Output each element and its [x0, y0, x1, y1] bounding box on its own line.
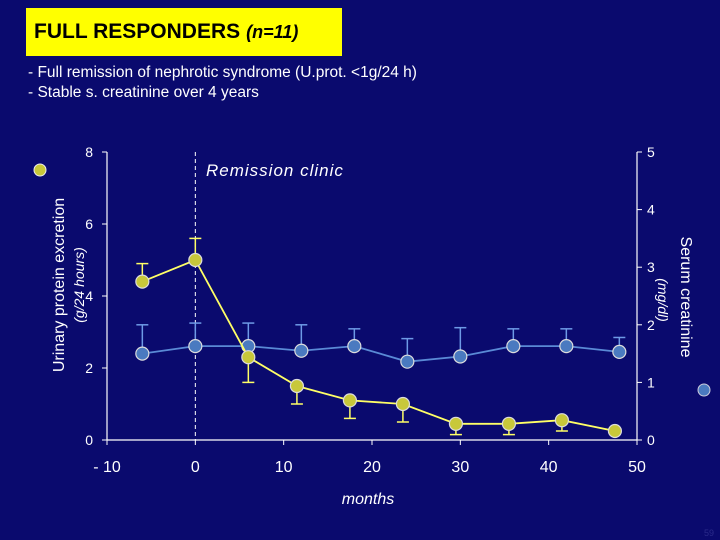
- x-tick-label: 0: [191, 459, 200, 476]
- creatinine-point: [559, 339, 574, 354]
- creatinine-point: [135, 346, 150, 361]
- creatinine-point: [347, 339, 362, 354]
- protein-point: [188, 252, 203, 268]
- protein-point: [395, 396, 411, 412]
- y-right-label-line1: Serum creatinine: [677, 237, 694, 358]
- y-right-tick-label: 4: [647, 202, 655, 218]
- x-tick-label: 30: [451, 459, 469, 476]
- protein-point: [501, 416, 517, 431]
- y-right-tick-label: 3: [647, 259, 655, 275]
- x-tick-label: 10: [275, 459, 293, 476]
- creatinine-point: [188, 339, 203, 354]
- protein-point: [289, 378, 305, 394]
- slide-title: FULL RESPONDERS (n=11): [26, 8, 342, 56]
- protein-point: [607, 423, 623, 439]
- y-left-tick-label: 0: [85, 432, 93, 448]
- creatinine-line: [142, 345, 620, 363]
- y-right-tick-label: 1: [647, 374, 655, 390]
- y-right-tick-label: 5: [647, 144, 655, 160]
- y-left-tick-label: 6: [85, 216, 93, 232]
- legend-marker-creatinine: [697, 383, 711, 397]
- creatinine-point: [612, 344, 627, 359]
- protein-line: [141, 258, 616, 432]
- x-axis-label: months: [342, 491, 394, 508]
- protein-point: [342, 393, 358, 408]
- creatinine-point: [453, 349, 468, 364]
- y-right-label-line2: (mg/dl): [655, 278, 671, 322]
- legend-marker-protein: [33, 163, 47, 177]
- x-tick-label: 20: [363, 459, 381, 476]
- slide-number: 59: [703, 528, 714, 538]
- y-left-tick-label: 4: [85, 288, 93, 304]
- y-right-tick-label: 2: [647, 317, 655, 333]
- y-left-label-line2: (g/24 hours): [71, 247, 87, 322]
- slide-title-main: FULL RESPONDERS: [34, 20, 241, 43]
- protein-point: [241, 350, 256, 365]
- x-tick-label: 40: [540, 459, 558, 476]
- protein-point: [448, 416, 464, 431]
- y-left-tick-label: 8: [85, 144, 93, 160]
- creatinine-point: [294, 343, 309, 358]
- bullet-creatinine: - Stable s. creatinine over 4 years: [28, 84, 259, 101]
- y-left-label-line1: Urinary protein excretion: [51, 198, 68, 372]
- y-left-tick-label: 2: [85, 360, 93, 376]
- bullet-remission: - Full remission of nephrotic syndrome (…: [28, 64, 417, 81]
- slide-title-n: (n=11): [246, 21, 299, 42]
- protein-point: [554, 413, 570, 428]
- y-right-tick-label: 0: [647, 432, 655, 448]
- annotation-remission: Remission clinic: [206, 161, 344, 180]
- x-tick-label: 50: [628, 459, 646, 476]
- x-tick-label: - 10: [93, 459, 121, 476]
- protein-point: [135, 274, 150, 289]
- creatinine-point: [400, 354, 415, 369]
- creatinine-point: [506, 339, 521, 354]
